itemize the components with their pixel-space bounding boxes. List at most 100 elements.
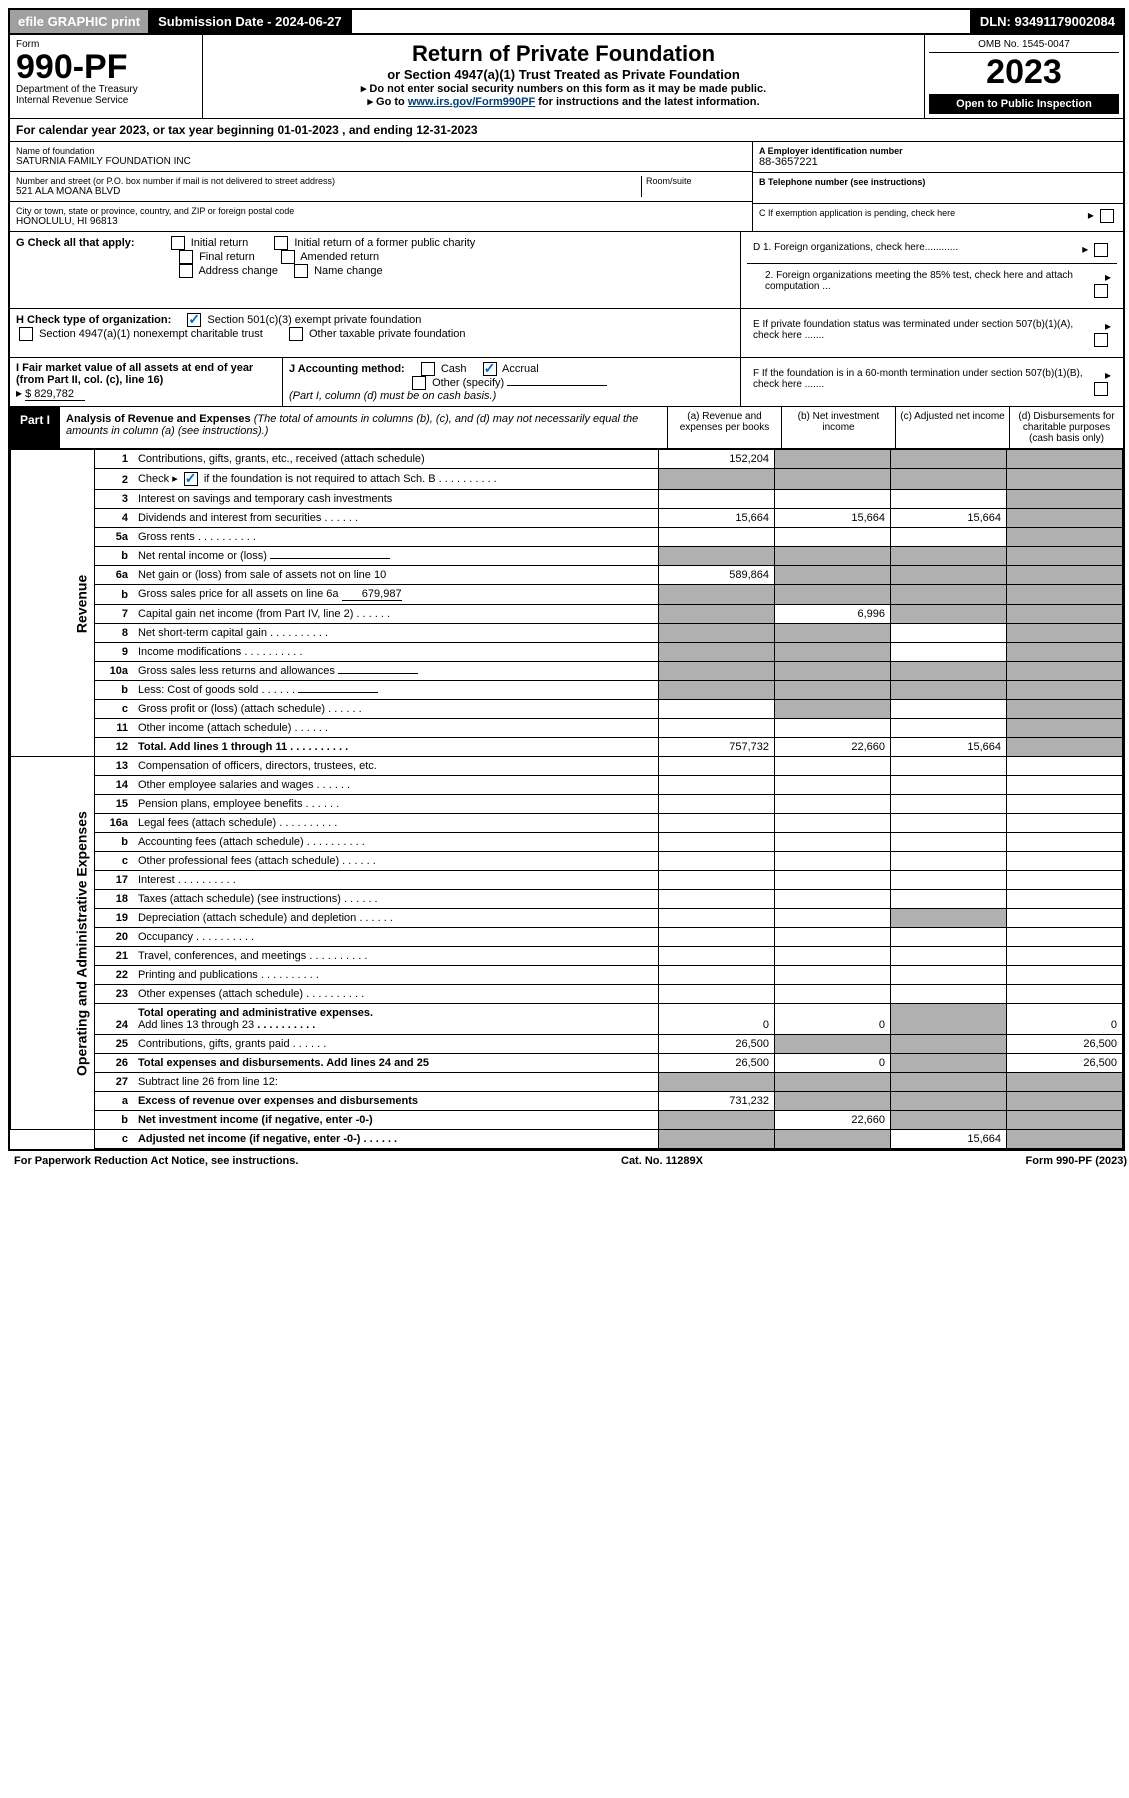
calendar-row: For calendar year 2023, or tax year begi… bbox=[10, 119, 1123, 142]
tax-year: 2023 bbox=[929, 53, 1119, 92]
name-cell: Name of foundation SATURNIA FAMILY FOUND… bbox=[10, 142, 752, 172]
form-number: 990-PF bbox=[16, 50, 196, 84]
header-row: Form 990-PF Department of the Treasury I… bbox=[10, 35, 1123, 119]
table-row: 24Total operating and administrative exp… bbox=[11, 1004, 1123, 1035]
table-row: 16aLegal fees (attach schedule) . . . . … bbox=[11, 814, 1123, 833]
g-address-checkbox[interactable] bbox=[179, 264, 193, 278]
d-stack: D 1. Foreign organizations, check here..… bbox=[741, 232, 1123, 308]
dept: Department of the Treasury bbox=[16, 84, 196, 95]
h-501c3-checkbox[interactable] bbox=[187, 313, 201, 327]
phone-cell: B Telephone number (see instructions) bbox=[753, 173, 1123, 204]
table-row: 27Subtract line 26 from line 12: bbox=[11, 1073, 1123, 1092]
table-row: bNet rental income or (loss) bbox=[11, 547, 1123, 566]
j-cash-checkbox[interactable] bbox=[421, 362, 435, 376]
dln: DLN: 93491179002084 bbox=[970, 10, 1123, 33]
l2-checkbox[interactable] bbox=[184, 472, 198, 486]
table-row: cGross profit or (loss) (attach schedule… bbox=[11, 700, 1123, 719]
footer-left: For Paperwork Reduction Act Notice, see … bbox=[14, 1155, 298, 1167]
table-row: 22Printing and publications . . . . . . … bbox=[11, 966, 1123, 985]
table-row: cOther professional fees (attach schedul… bbox=[11, 852, 1123, 871]
submission-date: Submission Date - 2024-06-27 bbox=[150, 10, 352, 33]
d2-checkbox[interactable] bbox=[1094, 284, 1108, 298]
j-other-checkbox[interactable] bbox=[412, 376, 426, 390]
table-row: 7Capital gain net income (from Part IV, … bbox=[11, 605, 1123, 624]
footer-right: Form 990-PF (2023) bbox=[1026, 1155, 1128, 1167]
f-checkbox[interactable] bbox=[1094, 382, 1108, 396]
table-row: 4Dividends and interest from securities … bbox=[11, 509, 1123, 528]
form-subtitle: or Section 4947(a)(1) Trust Treated as P… bbox=[209, 67, 918, 82]
revenue-label: Revenue bbox=[11, 450, 95, 757]
d1-checkbox[interactable] bbox=[1094, 243, 1108, 257]
open-public: Open to Public Inspection bbox=[929, 94, 1119, 114]
efile-badge[interactable]: efile GRAPHIC print bbox=[10, 10, 150, 33]
table-row: bGross sales price for all assets on lin… bbox=[11, 585, 1123, 605]
header-left: Form 990-PF Department of the Treasury I… bbox=[10, 35, 203, 118]
table-row: 12Total. Add lines 1 through 11 . . . . … bbox=[11, 738, 1123, 757]
part1-title: Analysis of Revenue and Expenses (The to… bbox=[60, 407, 667, 448]
expenses-label: Operating and Administrative Expenses bbox=[11, 757, 95, 1130]
col-b-head: (b) Net investment income bbox=[781, 407, 895, 448]
table-row: 17Interest . . . . . . . . . . bbox=[11, 871, 1123, 890]
c-checkbox[interactable] bbox=[1100, 209, 1114, 223]
table-row: 26Total expenses and disbursements. Add … bbox=[11, 1054, 1123, 1073]
table-row: 3Interest on savings and temporary cash … bbox=[11, 490, 1123, 509]
g-final-checkbox[interactable] bbox=[179, 250, 193, 264]
table-row: 19Depreciation (attach schedule) and dep… bbox=[11, 909, 1123, 928]
table-row: 18Taxes (attach schedule) (see instructi… bbox=[11, 890, 1123, 909]
table-row: 15Pension plans, employee benefits . . .… bbox=[11, 795, 1123, 814]
g-row: G Check all that apply: Initial return I… bbox=[10, 232, 1123, 309]
omb: OMB No. 1545-0047 bbox=[929, 39, 1119, 53]
table-row: cAdjusted net income (if negative, enter… bbox=[11, 1130, 1123, 1149]
ein-cell: A Employer identification number 88-3657… bbox=[753, 142, 1123, 173]
instr-1: ▸ Do not enter social security numbers o… bbox=[209, 82, 918, 95]
g-amended-checkbox[interactable] bbox=[281, 250, 295, 264]
e-checkbox[interactable] bbox=[1094, 333, 1108, 347]
table-row: 23Other expenses (attach schedule) . . .… bbox=[11, 985, 1123, 1004]
table-row: 20Occupancy . . . . . . . . . . bbox=[11, 928, 1123, 947]
col-c-head: (c) Adjusted net income bbox=[895, 407, 1009, 448]
addr-cell: Number and street (or P.O. box number if… bbox=[10, 172, 752, 202]
table-row: 10aGross sales less returns and allowanc… bbox=[11, 662, 1123, 681]
table-row: aExcess of revenue over expenses and dis… bbox=[11, 1092, 1123, 1111]
table-row: 8Net short-term capital gain . . . . . .… bbox=[11, 624, 1123, 643]
table-row: bLess: Cost of goods sold . . . . . . bbox=[11, 681, 1123, 700]
table-row: Operating and Administrative Expenses 13… bbox=[11, 757, 1123, 776]
footer-mid: Cat. No. 11289X bbox=[621, 1155, 703, 1167]
part1-table: Revenue 1Contributions, gifts, grants, e… bbox=[10, 449, 1123, 1149]
col-d-head: (d) Disbursements for charitable purpose… bbox=[1009, 407, 1123, 448]
c-cell: C If exemption application is pending, c… bbox=[753, 204, 1123, 227]
h-row: H Check type of organization: Section 50… bbox=[10, 309, 1123, 358]
g-initial-checkbox[interactable] bbox=[171, 236, 185, 250]
table-row: 2Check ▸ if the foundation is not requir… bbox=[11, 469, 1123, 490]
irs-link[interactable]: www.irs.gov/Form990PF bbox=[408, 96, 535, 108]
g-name-checkbox[interactable] bbox=[294, 264, 308, 278]
header-center: Return of Private Foundation or Section … bbox=[203, 35, 924, 118]
ij-row: I Fair market value of all assets at end… bbox=[10, 358, 1123, 407]
entity-info: Name of foundation SATURNIA FAMILY FOUND… bbox=[10, 142, 1123, 232]
form-title: Return of Private Foundation bbox=[209, 41, 918, 67]
header-right: OMB No. 1545-0047 2023 Open to Public In… bbox=[924, 35, 1123, 118]
table-row: 14Other employee salaries and wages . . … bbox=[11, 776, 1123, 795]
part1-label: Part I bbox=[10, 407, 60, 448]
table-row: bNet investment income (if negative, ent… bbox=[11, 1111, 1123, 1130]
irs: Internal Revenue Service bbox=[16, 95, 196, 106]
h-other-checkbox[interactable] bbox=[289, 327, 303, 341]
table-row: 9Income modifications . . . . . . . . . … bbox=[11, 643, 1123, 662]
footer: For Paperwork Reduction Act Notice, see … bbox=[8, 1151, 1129, 1171]
table-row: 6aNet gain or (loss) from sale of assets… bbox=[11, 566, 1123, 585]
table-row: 5aGross rents . . . . . . . . . . bbox=[11, 528, 1123, 547]
j-accrual-checkbox[interactable] bbox=[483, 362, 497, 376]
table-row: 25Contributions, gifts, grants paid . . … bbox=[11, 1035, 1123, 1054]
instr-2: ▸ Go to www.irs.gov/Form990PF for instru… bbox=[209, 95, 918, 108]
part1-header: Part I Analysis of Revenue and Expenses … bbox=[10, 407, 1123, 449]
col-a-head: (a) Revenue and expenses per books bbox=[667, 407, 781, 448]
h-4947-checkbox[interactable] bbox=[19, 327, 33, 341]
col-headers: (a) Revenue and expenses per books (b) N… bbox=[667, 407, 1123, 448]
table-row: 21Travel, conferences, and meetings . . … bbox=[11, 947, 1123, 966]
table-row: Revenue 1Contributions, gifts, grants, e… bbox=[11, 450, 1123, 469]
city-cell: City or town, state or province, country… bbox=[10, 202, 752, 231]
g-initial-former-checkbox[interactable] bbox=[274, 236, 288, 250]
table-row: 11Other income (attach schedule) . . . .… bbox=[11, 719, 1123, 738]
table-row: bAccounting fees (attach schedule) . . .… bbox=[11, 833, 1123, 852]
form-container: efile GRAPHIC print Submission Date - 20… bbox=[8, 8, 1125, 1151]
